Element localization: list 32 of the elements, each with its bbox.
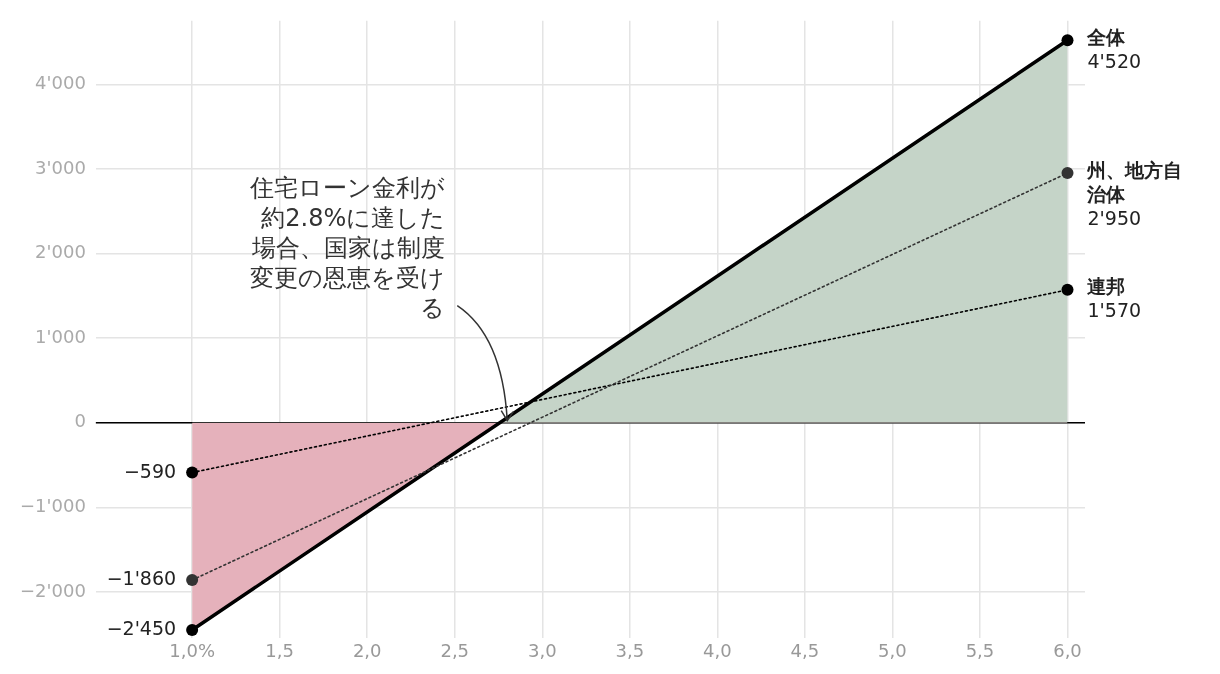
x-tick-label: 1,0% (169, 639, 215, 661)
data-label: 4'520 (1087, 49, 1142, 72)
x-tick-label: 5,5 (965, 639, 995, 661)
y-tick-label: 1'000 (35, 325, 86, 347)
data-label: 1'570 (1087, 299, 1142, 322)
data-label: −1'860 (106, 566, 177, 589)
data-label: 2'950 (1087, 206, 1142, 229)
x-tick-label: 1,5 (265, 639, 294, 661)
x-tick-label: 3,5 (615, 639, 645, 661)
data-label: −2'450 (106, 616, 177, 639)
y-tick-label: 4'000 (35, 71, 86, 93)
point (186, 466, 199, 479)
point (186, 574, 199, 587)
x-tick-label: 2,5 (440, 639, 470, 661)
y-tick-label: 2'000 (35, 241, 86, 263)
series-label: 連邦 (1087, 275, 1126, 298)
series-label: 全体 (1086, 25, 1127, 48)
x-tick-label: 3,0 (527, 639, 557, 661)
point (1061, 167, 1074, 180)
series-label: 州、地方自治体 (1086, 158, 1183, 205)
data-label: −590 (123, 459, 177, 482)
annotation: 住宅ローン金利が約2.8%に達した場合、国家は制度変更の恩恵を受ける (249, 173, 446, 322)
x-tick-label: 4,0 (703, 639, 732, 661)
y-tick-label: 3'000 (35, 156, 86, 178)
x-tick-label: 5,0 (878, 639, 907, 661)
point (1061, 283, 1074, 296)
y-tick-label: −2'000 (20, 579, 86, 601)
x-tick-label: 2,0 (352, 639, 382, 661)
x-tick-label: 6,0 (1053, 639, 1082, 661)
x-tick-label: 4,5 (790, 639, 820, 661)
y-tick-label: 0 (74, 410, 86, 432)
y-tick-label: −1'000 (20, 494, 86, 516)
